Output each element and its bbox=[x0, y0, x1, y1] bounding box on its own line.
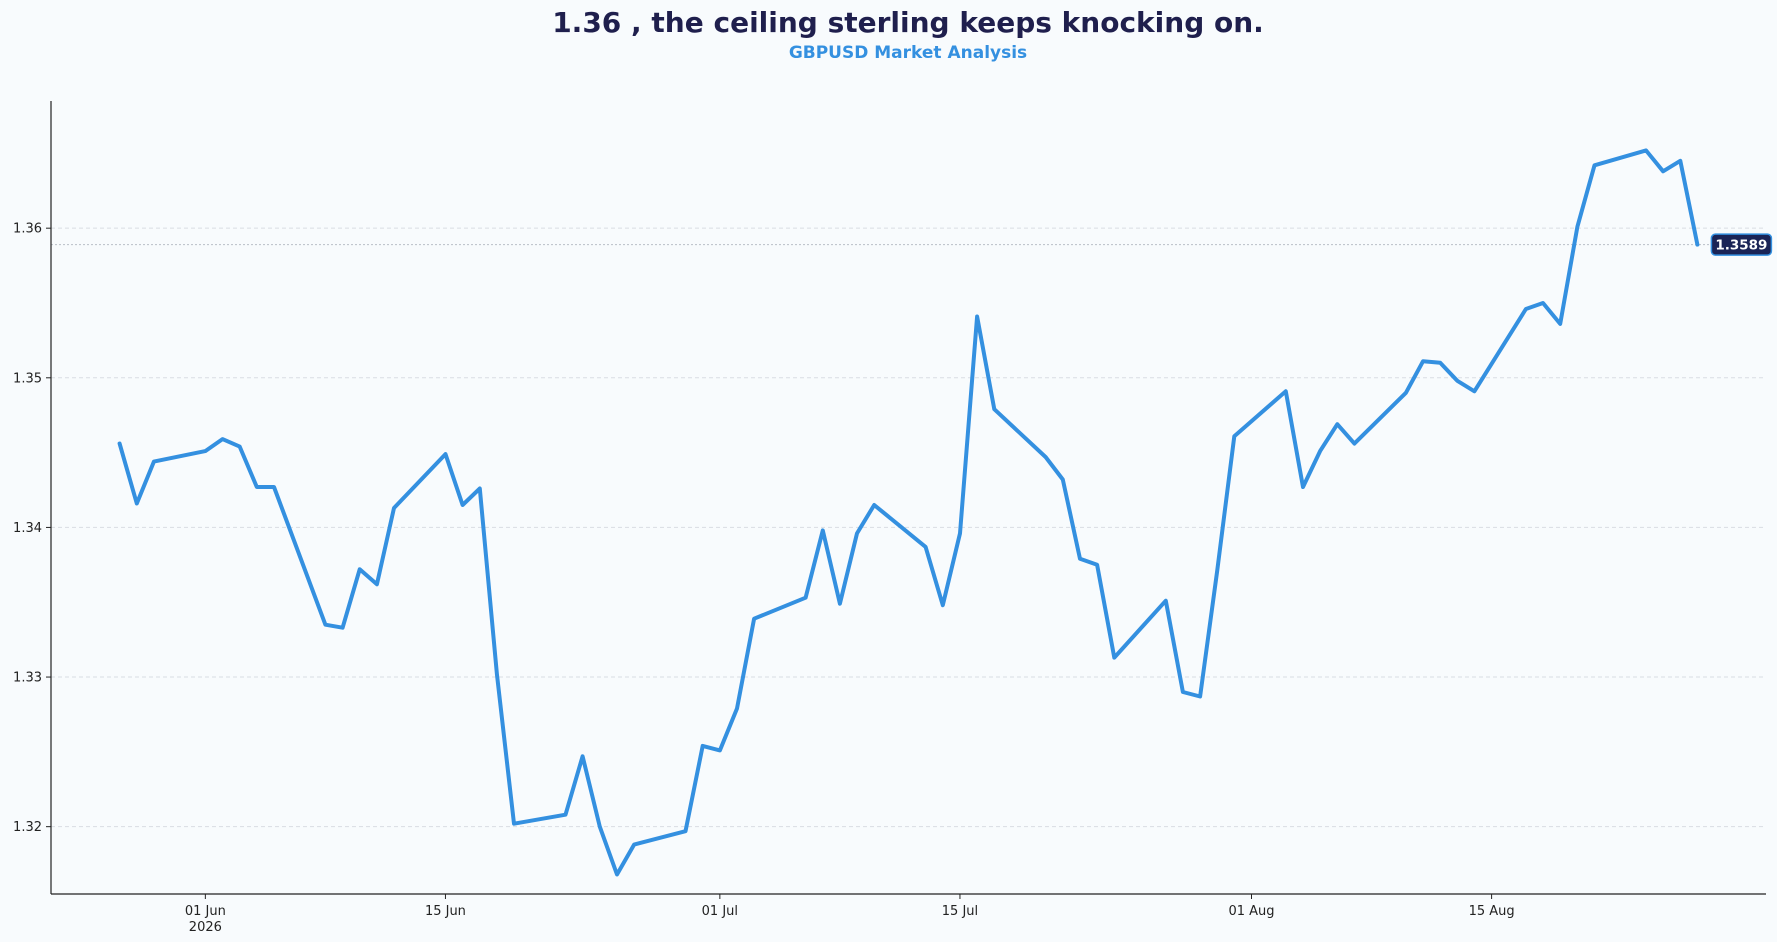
y-tick-label: 1.32 bbox=[13, 820, 42, 835]
x-tick-label: 15 Aug bbox=[1469, 904, 1515, 919]
y-tick-label: 1.36 bbox=[13, 222, 42, 237]
last-value-badge-box bbox=[1710, 233, 1773, 256]
y-tick-label: 1.35 bbox=[13, 371, 42, 386]
x-tick-label: 01 Jun bbox=[185, 904, 226, 919]
grid-lines bbox=[51, 227, 1766, 828]
x-tick-label: 01 Aug bbox=[1228, 904, 1274, 919]
y-tick-label: 1.34 bbox=[13, 521, 42, 536]
x-tick-label: 01 Jul bbox=[702, 904, 738, 919]
series-line bbox=[117, 148, 1700, 877]
chart-title: 1.36 , the ceiling sterling keeps knocki… bbox=[552, 6, 1264, 39]
chart-subtitle: GBPUSD Market Analysis bbox=[789, 43, 1027, 63]
y-axis-ticks: 1.32 1.33 1.34 1.35 1.36 bbox=[13, 222, 51, 835]
x-tick-label: 2026 bbox=[189, 920, 222, 935]
x-tick-label: 15 Jul bbox=[942, 904, 978, 919]
x-tick-label: 15 Jun bbox=[425, 904, 466, 919]
y-tick-label: 1.33 bbox=[13, 671, 42, 686]
last-value-label: 1.3589 bbox=[1715, 238, 1767, 254]
last-value-badge: 1.3589 bbox=[1710, 233, 1773, 256]
